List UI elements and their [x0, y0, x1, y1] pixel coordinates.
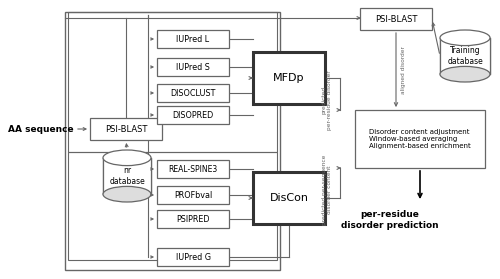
Text: IUPred S: IUPred S — [176, 62, 210, 71]
Bar — [68, 12, 277, 152]
Text: IUPred G: IUPred G — [176, 252, 210, 261]
Text: DisCon: DisCon — [270, 193, 308, 203]
Bar — [157, 30, 229, 48]
Bar — [103, 158, 151, 194]
Bar — [360, 8, 432, 30]
Bar — [253, 52, 325, 104]
Text: MFDp: MFDp — [273, 73, 305, 83]
Text: DISOPRED: DISOPRED — [172, 110, 214, 119]
Bar — [157, 210, 229, 228]
Bar — [355, 110, 485, 168]
Bar — [157, 58, 229, 76]
Bar — [157, 160, 229, 178]
Text: nr
database: nr database — [109, 166, 145, 186]
Text: aligned disorder: aligned disorder — [402, 46, 406, 94]
Text: REAL-SPINE3: REAL-SPINE3 — [168, 165, 218, 174]
Text: PROFbval: PROFbval — [174, 191, 212, 199]
Text: Disorder content adjustment
Window-based averaging
Alignment-based enrichment: Disorder content adjustment Window-based… — [369, 129, 471, 149]
Text: PSI-BLAST: PSI-BLAST — [375, 15, 417, 23]
Bar — [157, 186, 229, 204]
Ellipse shape — [103, 150, 151, 166]
Bar — [253, 172, 325, 224]
Bar — [157, 84, 229, 102]
Ellipse shape — [440, 30, 490, 45]
Text: IUPred L: IUPred L — [176, 35, 210, 44]
Ellipse shape — [440, 66, 490, 82]
Text: PSIPRED: PSIPRED — [176, 215, 210, 223]
Text: predicted
per-residue disorder: predicted per-residue disorder — [322, 70, 332, 130]
Bar — [157, 248, 229, 266]
Ellipse shape — [103, 186, 151, 202]
Text: Training
database: Training database — [447, 46, 483, 66]
Bar — [65, 12, 280, 270]
Text: AA sequence: AA sequence — [8, 124, 74, 133]
Bar — [90, 118, 162, 140]
Text: per-residue
disorder prediction: per-residue disorder prediction — [341, 210, 439, 230]
Bar — [68, 152, 277, 260]
Bar — [157, 106, 229, 124]
Text: DISOCLUST: DISOCLUST — [170, 88, 216, 97]
Text: PSI-BLAST: PSI-BLAST — [105, 124, 147, 133]
Bar — [440, 38, 490, 74]
Text: predicted per-sequence
disorder content: predicted per-sequence disorder content — [322, 155, 332, 225]
